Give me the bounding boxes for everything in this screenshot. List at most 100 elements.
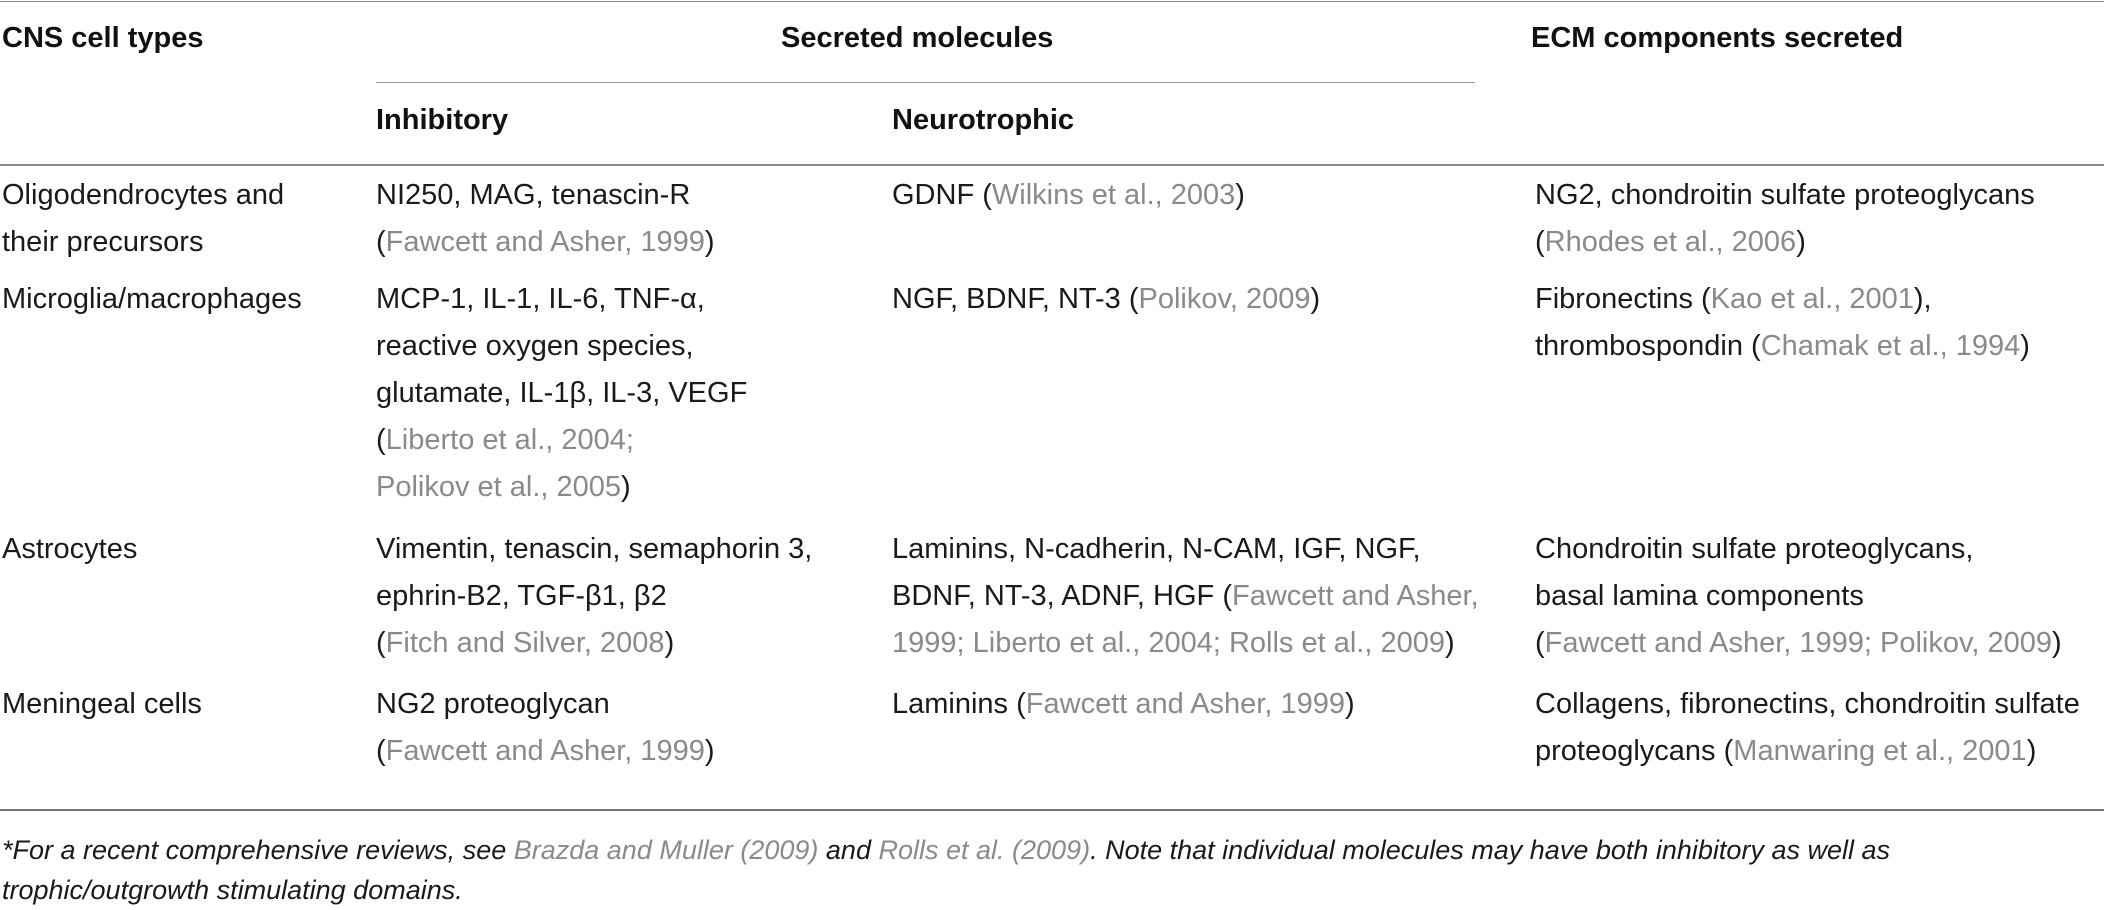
cell-type: Microglia/macrophages (2, 276, 302, 323)
cell-line: (Fawcett and Asher, 1999) (376, 219, 715, 266)
cell-text: NG2 proteoglycan (376, 688, 610, 720)
cell-line: (Fawcett and Asher, 1999) (376, 728, 715, 775)
cell-line: their precursors (2, 226, 204, 258)
cell-text: ), (1913, 283, 1932, 315)
cell-text: Laminins, N-cadherin, N-CAM, IGF, NGF, (892, 533, 1421, 565)
cell-text: MCP-1, IL-1, IL-6, TNF-α, (376, 283, 705, 315)
cell-text: . Note that individual molecules may hav… (1090, 835, 1890, 865)
citation-text: Fawcett and Asher, 1999; Polikov, 2009 (1544, 627, 2052, 659)
citation-text: Polikov et al., 2005 (376, 471, 622, 503)
inhibitory-cell: NI250, MAG, tenascin-R (Fawcett and Asher… (376, 172, 715, 266)
cell-text: basal lamina components (1535, 580, 1864, 612)
cell-line: 1999; Liberto et al., 2004; Rolls et al.… (892, 620, 1479, 667)
cell-line: (Fawcett and Asher, 1999; Polikov, 2009) (1535, 620, 2062, 667)
cell-line: NI250, MAG, tenascin-R (376, 172, 715, 219)
citation-text: Fawcett and Asher, 1999 (1025, 688, 1345, 720)
citation-text: Fawcett and Asher, (1231, 580, 1479, 612)
citation-text: Kao et al., 2001 (1710, 283, 1914, 315)
cell-text: NGF, BDNF, NT-3 ( (892, 283, 1139, 315)
inhibitory-cell: NG2 proteoglycan (Fawcett and Asher, 1999… (376, 681, 715, 775)
table-top-rule (0, 1, 2104, 2)
cell-line: NG2 proteoglycan (376, 681, 715, 728)
cell-type: Meningeal cells (2, 681, 202, 728)
ecm-cell: Fibronectins (Kao et al., 2001), thrombos… (1535, 276, 2030, 370)
cell-text: ( (376, 735, 386, 767)
cell-text: ) (1235, 179, 1245, 211)
cell-text: ( (376, 226, 386, 258)
header-neurotrophic: Neurotrophic (892, 104, 1075, 136)
footnote-line: *For a recent comprehensive reviews, see… (2, 830, 2092, 870)
cell-text: ) (1444, 627, 1455, 659)
cell-line: glutamate, IL-1β, IL-3, VEGF (376, 370, 747, 417)
cell-line: thrombospondin (Chamak et al., 1994) (1535, 323, 2030, 370)
cell-type: Oligodendrocytes and their precursors (2, 172, 284, 266)
cell-text: Collagens, fibronectins, chondroitin sul… (1535, 688, 2080, 720)
cell-type: Astrocytes (2, 526, 137, 573)
header-secreted-molecules: Secreted molecules (781, 22, 1054, 54)
cell-text: Fibronectins ( (1535, 283, 1711, 315)
citation-text: Brazda and Muller (2009) (513, 835, 819, 865)
header-inhibitory: Inhibitory (376, 104, 509, 136)
cell-line: NG2, chondroitin sulfate proteoglycans (1535, 172, 2035, 219)
header-cell-types: CNS cell types (2, 22, 204, 54)
citation-text: Wilkins et al., 2003 (991, 179, 1236, 211)
citation-text: Manwaring et al., 2001 (1733, 735, 2027, 767)
cell-text: ( (1535, 627, 1545, 659)
cell-text: ) (621, 471, 631, 503)
cell-text: ) (664, 627, 675, 659)
cell-text: ) (1796, 226, 1806, 258)
citation-text: Polikov, 2009 (1138, 283, 1311, 315)
ecm-cell: NG2, chondroitin sulfate proteoglycans (R… (1535, 172, 2035, 266)
cell-text: proteoglycans ( (1535, 735, 1734, 767)
cell-text: ephrin-B2, TGF-β1, β2 (376, 580, 667, 612)
cell-line: (Rhodes et al., 2006) (1535, 219, 2035, 266)
citation-text: Liberto et al., 2004; (385, 424, 634, 456)
neurotrophic-cell: GDNF (Wilkins et al., 2003) (892, 172, 1245, 219)
header-bottom-rule (0, 164, 2104, 166)
cell-text: Vimentin, tenascin, semaphorin 3, (376, 533, 813, 565)
ecm-cell: Collagens, fibronectins, chondroitin sul… (1535, 681, 2080, 775)
cell-text: thrombospondin ( (1535, 330, 1761, 362)
citation-text: Rhodes et al., 2006 (1544, 226, 1797, 258)
cell-line: reactive oxygen species, (376, 323, 747, 370)
cell-line: Chondroitin sulfate proteoglycans, (1535, 526, 2062, 573)
cell-text: ) (2026, 735, 2037, 767)
neurotrophic-cell: Laminins (Fawcett and Asher, 1999) (892, 681, 1355, 728)
cell-text: glutamate, IL-1β, IL-3, VEGF (376, 377, 748, 409)
inhibitory-cell: Vimentin, tenascin, semaphorin 3, ephrin-… (376, 526, 812, 667)
table-bottom-rule (0, 809, 2104, 811)
cell-text: BDNF, NT-3, ADNF, HGF ( (892, 580, 1232, 612)
cell-text: ( (1535, 226, 1545, 258)
cell-line: Laminins (Fawcett and Asher, 1999) (892, 681, 1355, 728)
cell-line: Polikov et al., 2005) (376, 464, 747, 511)
cell-text: NI250, MAG, tenascin-R (376, 179, 691, 211)
cell-line: ephrin-B2, TGF-β1, β2 (376, 573, 812, 620)
cell-line: Collagens, fibronectins, chondroitin sul… (1535, 681, 2080, 728)
citation-text: Fawcett and Asher, 1999 (385, 226, 705, 258)
cell-line: Fibronectins (Kao et al., 2001), (1535, 276, 2030, 323)
cell-text: ( (376, 424, 386, 456)
cell-text: ) (1310, 283, 1321, 315)
cell-text: ) (704, 735, 715, 767)
cell-text: ) (704, 226, 715, 258)
cell-line: Oligodendrocytes and (2, 179, 285, 211)
cell-line: Vimentin, tenascin, semaphorin 3, (376, 526, 812, 573)
cell-text: NG2, chondroitin sulfate proteoglycans (1535, 179, 2035, 211)
cell-line: GDNF (Wilkins et al., 2003) (892, 172, 1245, 219)
header-ecm-components: ECM components secreted (1531, 22, 1904, 54)
header-subgroup-rule (376, 82, 1475, 83)
citation-text: 1999; Liberto et al., 2004; Rolls et al.… (892, 627, 1445, 659)
ecm-cell: Chondroitin sulfate proteoglycans, basal … (1535, 526, 2062, 667)
cell-line: Astrocytes (2, 533, 138, 565)
cell-text: reactive oxygen species, (376, 330, 694, 362)
cell-text: ) (2051, 627, 2062, 659)
cell-text: Laminins ( (892, 688, 1026, 720)
cell-line: NGF, BDNF, NT-3 (Polikov, 2009) (892, 276, 1320, 323)
cell-text: trophic/outgrowth stimulating domains. (2, 875, 463, 905)
inhibitory-cell: MCP-1, IL-1, IL-6, TNF-α, reactive oxygen… (376, 276, 747, 511)
cell-text: GDNF ( (892, 179, 992, 211)
cell-text: ( (376, 627, 386, 659)
cell-line: BDNF, NT-3, ADNF, HGF (Fawcett and Asher… (892, 573, 1479, 620)
table-footnote: *For a recent comprehensive reviews, see… (2, 830, 2092, 910)
cell-text: and (818, 835, 879, 865)
